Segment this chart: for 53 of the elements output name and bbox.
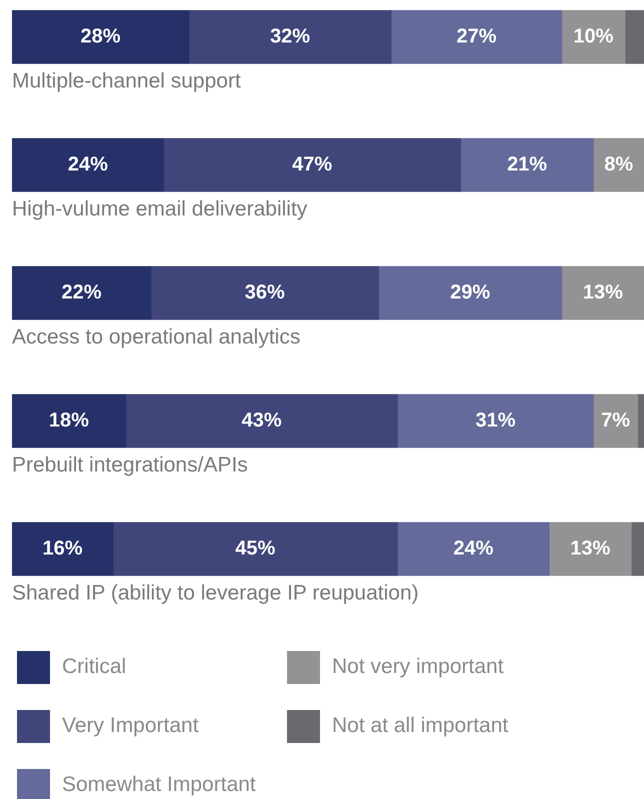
y-tick-label: Multiple-channel support <box>12 69 241 92</box>
data-label: 8% <box>604 154 634 176</box>
data-label: 7% <box>601 410 630 432</box>
y-tick-label: Shared IP (ability to leverage IP reupuation) <box>12 581 419 604</box>
bar <box>397 394 594 448</box>
bar <box>548 522 632 576</box>
data-label: 13% <box>582 282 624 304</box>
bar <box>562 10 626 64</box>
bar <box>12 394 126 448</box>
legend-label: Somewhat Important <box>62 773 256 797</box>
data-label: 36% <box>244 282 286 304</box>
data-label: 10% <box>573 26 614 48</box>
bar <box>390 10 562 64</box>
data-label: 22% <box>62 282 102 304</box>
y-tick-label: Access to operational analytics <box>12 325 300 348</box>
data-label: 43% <box>242 410 282 432</box>
data-label: 24% <box>453 538 494 560</box>
bar <box>188 10 392 64</box>
data-label: 18% <box>48 410 90 432</box>
bar <box>593 138 644 192</box>
bar <box>378 266 562 320</box>
legend-label: Not very important <box>332 655 504 679</box>
y-tick-label: Prebuilt integrations/APIs <box>12 453 248 476</box>
bar <box>125 394 398 448</box>
data-label: 27% <box>456 26 497 48</box>
bar <box>593 394 638 448</box>
bar <box>12 138 164 192</box>
data-label: 21% <box>507 154 548 176</box>
data-label: 24% <box>68 154 108 176</box>
data-label: 29% <box>450 282 490 304</box>
data-label: 47% <box>292 154 332 176</box>
bar <box>397 522 550 576</box>
bar <box>12 522 114 576</box>
data-label: 28% <box>80 26 121 48</box>
bar <box>163 138 462 192</box>
bar <box>637 394 644 448</box>
bar <box>624 10 644 64</box>
bar <box>150 266 379 320</box>
bar <box>460 138 594 192</box>
data-label: 16% <box>42 538 83 560</box>
legend-label: Very Important <box>62 714 199 738</box>
y-tick-label: High-vulume email deliverability <box>12 197 308 220</box>
data-label: 45% <box>235 538 276 560</box>
legend-label: Critical <box>62 655 126 679</box>
data-label: 32% <box>270 26 310 48</box>
data-label: 31% <box>475 410 516 432</box>
legend-label: Not at all important <box>332 714 508 738</box>
bar <box>112 522 398 576</box>
data-label: 13% <box>570 538 611 560</box>
bar <box>12 266 152 320</box>
bar <box>631 522 644 576</box>
bar <box>12 10 190 64</box>
bar <box>562 266 644 320</box>
